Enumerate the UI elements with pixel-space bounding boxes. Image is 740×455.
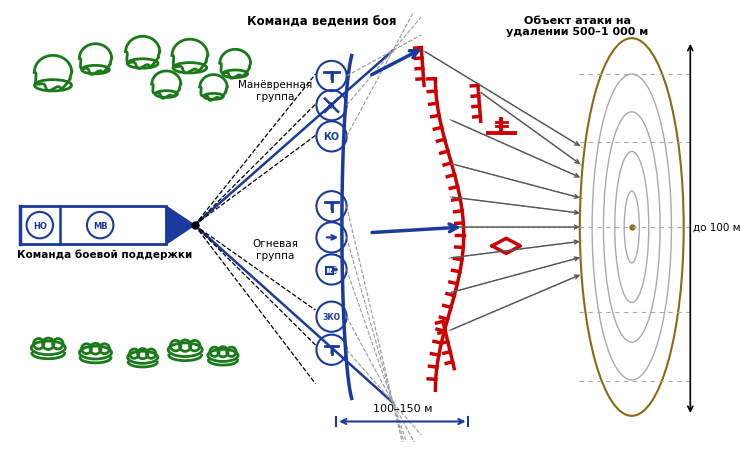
Text: T: T — [328, 345, 335, 355]
Text: 100–150 м: 100–150 м — [372, 403, 432, 413]
Text: МВ: МВ — [93, 221, 107, 230]
Text: T: T — [328, 202, 335, 212]
Polygon shape — [166, 207, 195, 244]
Text: НО: НО — [33, 221, 47, 230]
Text: □: □ — [327, 265, 336, 275]
Text: Манёвренная
группа: Манёвренная группа — [238, 80, 312, 101]
Text: ЗКО: ЗКО — [323, 313, 340, 322]
Text: Команда боевой поддержки: Команда боевой поддержки — [17, 249, 192, 260]
Text: Команда ведения боя: Команда ведения боя — [247, 15, 397, 29]
Text: →: → — [328, 233, 335, 243]
Text: T: T — [328, 72, 335, 82]
Text: КО: КО — [323, 132, 340, 142]
FancyBboxPatch shape — [326, 267, 334, 275]
Text: +: + — [328, 101, 335, 111]
Text: Объект атаки на
удалении 500–1 000 м: Объект атаки на удалении 500–1 000 м — [506, 15, 648, 37]
FancyBboxPatch shape — [20, 207, 166, 244]
Text: до 100 м: до 100 м — [693, 222, 740, 233]
Text: Огневая
группа: Огневая группа — [252, 238, 298, 260]
